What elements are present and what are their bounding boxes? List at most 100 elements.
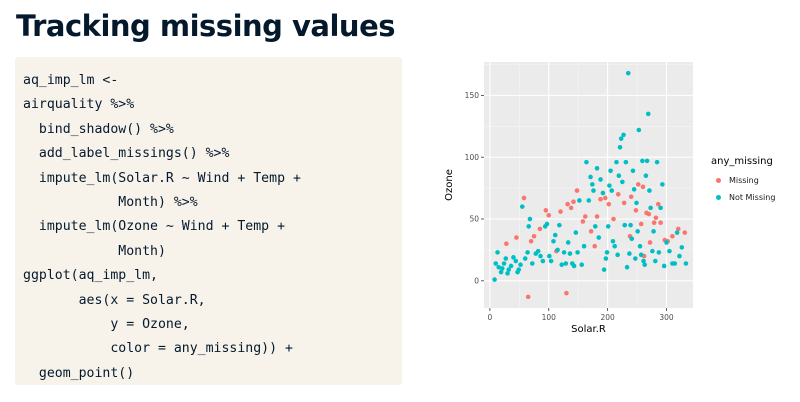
point-missing (525, 294, 531, 300)
plot-panel (484, 62, 693, 308)
point-missing (571, 199, 576, 204)
point-not-missing (641, 258, 646, 264)
point-not-missing (654, 159, 660, 165)
point-not-missing (648, 205, 653, 211)
code-line: Month) (23, 243, 166, 259)
point-not-missing (679, 245, 685, 250)
point-missing (546, 212, 552, 218)
point-not-missing (627, 251, 632, 256)
point-not-missing (505, 271, 510, 276)
point-missing (565, 201, 570, 207)
point-not-missing (548, 258, 554, 264)
code-line: add_label_missings() %>% (23, 146, 230, 162)
point-missing (655, 201, 661, 207)
point-not-missing (588, 174, 593, 180)
point-not-missing (584, 159, 589, 165)
point-not-missing (615, 252, 620, 258)
x-tick-label: 0 (487, 313, 492, 322)
point-missing (682, 230, 688, 235)
point-not-missing (607, 183, 612, 188)
point-missing (635, 182, 641, 187)
point-not-missing (540, 258, 546, 264)
x-tick-label: 200 (600, 313, 615, 322)
point-not-missing (508, 263, 514, 269)
point-missing (621, 200, 627, 206)
point-not-missing (617, 144, 623, 150)
point-not-missing (501, 261, 507, 266)
point-not-missing (618, 136, 624, 141)
point-not-missing (598, 177, 603, 182)
point-not-missing (586, 198, 592, 203)
code-line: bind_shadow() %>% (23, 121, 174, 137)
point-not-missing (643, 173, 649, 179)
point-not-missing (525, 250, 530, 255)
point-not-missing (658, 205, 663, 211)
code-line: ggplot(aq_imp_lm, (23, 268, 158, 284)
y-tick-label: 150 (465, 91, 480, 100)
point-not-missing (513, 258, 519, 264)
point-missing (568, 205, 574, 211)
point-not-missing (493, 261, 499, 266)
point-missing (588, 229, 594, 234)
y-axis-label: Ozone (444, 169, 455, 201)
point-not-missing (496, 264, 502, 270)
point-missing (646, 211, 652, 217)
point-not-missing (677, 253, 682, 259)
point-missing (504, 241, 509, 247)
point-not-missing (623, 159, 629, 165)
point-missing (582, 214, 588, 219)
code-line: Month) %>% (23, 195, 198, 211)
point-not-missing (601, 267, 607, 272)
code-line: aq_imp_lm <- (23, 73, 119, 88)
point-missing (633, 208, 639, 213)
point-not-missing (645, 111, 651, 117)
point-not-missing (581, 243, 587, 249)
point-not-missing (621, 132, 626, 138)
point-not-missing (563, 261, 569, 266)
point-not-missing (625, 70, 631, 76)
point-missing (558, 209, 563, 214)
point-not-missing (631, 187, 637, 192)
point-not-missing (612, 243, 617, 249)
point-not-missing (495, 250, 500, 255)
legend-key (711, 174, 725, 188)
point-not-missing (571, 263, 577, 269)
slide-title: Tracking missing values (16, 9, 396, 43)
point-not-missing (506, 267, 512, 272)
point-not-missing (498, 269, 504, 275)
point-not-missing (647, 188, 652, 193)
legend-key (711, 191, 725, 205)
point-not-missing (518, 262, 523, 268)
point-not-missing (499, 266, 505, 271)
code-line: impute_lm(Solar.R ~ Wind + Temp + (23, 170, 301, 186)
point-not-missing (544, 221, 550, 227)
point-not-missing (610, 238, 616, 244)
legend-dot-icon (715, 195, 721, 200)
point-not-missing (526, 224, 532, 229)
point-missing (531, 234, 537, 239)
point-missing (574, 188, 580, 193)
point-not-missing (591, 188, 596, 193)
point-missing (658, 220, 663, 226)
point-not-missing (674, 230, 680, 235)
point-not-missing (650, 248, 655, 254)
scatter-plot: 0 100 200 300 0 50 100 150 Solar.R Ozone (444, 62, 693, 335)
point-not-missing (634, 200, 639, 206)
point-not-missing (628, 222, 633, 228)
point-not-missing (596, 235, 602, 240)
axis-ticks: 0 100 200 300 0 50 100 150 (465, 91, 674, 322)
code-line: color = any_missing)) + (23, 341, 293, 357)
point-not-missing (511, 255, 516, 260)
point-not-missing (667, 248, 672, 254)
point-not-missing (538, 253, 543, 259)
point-missing (580, 219, 586, 224)
point-missing (543, 208, 549, 213)
point-not-missing (633, 256, 638, 261)
point-missing (598, 196, 603, 202)
legend-label: Missing (729, 176, 759, 185)
code-line: geom_point() (23, 365, 135, 381)
point-not-missing (624, 264, 630, 270)
point-missing (628, 194, 634, 200)
y-tick-label: 100 (465, 153, 480, 162)
point-not-missing (616, 173, 622, 179)
